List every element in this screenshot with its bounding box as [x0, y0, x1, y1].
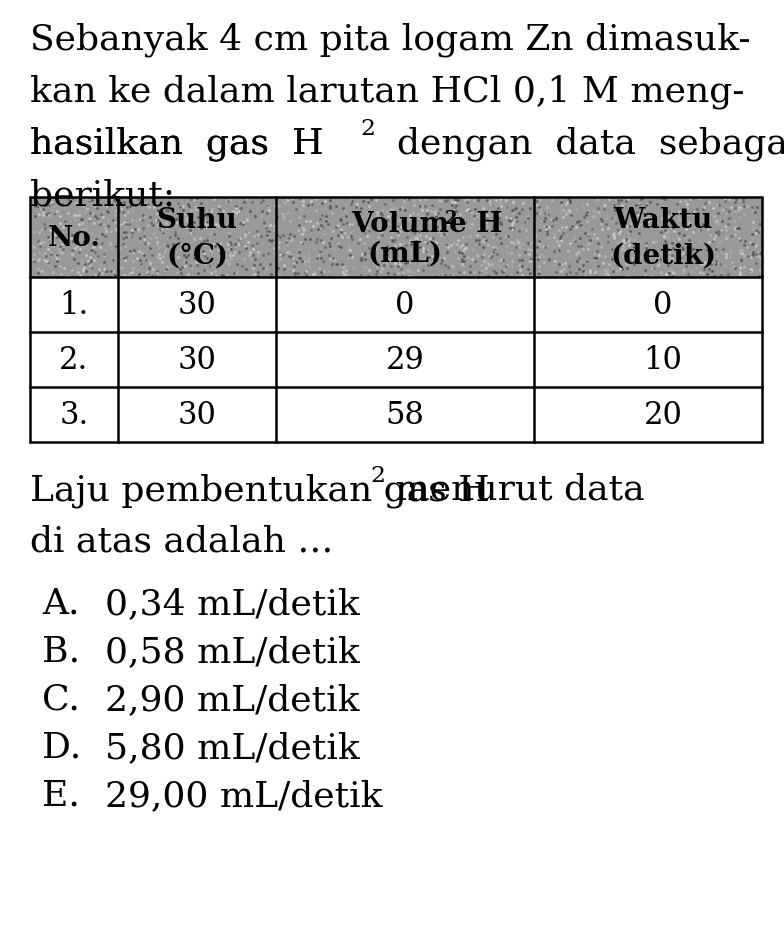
Text: (mL): (mL) [368, 240, 442, 267]
Text: 0: 0 [653, 290, 673, 321]
Text: hasilkan  gas  H: hasilkan gas H [30, 126, 324, 161]
Text: 1.: 1. [60, 290, 89, 321]
Text: di atas adalah …: di atas adalah … [30, 524, 333, 559]
Text: 29,00 mL/detik: 29,00 mL/detik [105, 779, 383, 812]
Text: 29: 29 [386, 344, 424, 376]
Text: 30: 30 [177, 400, 216, 431]
Text: 2.: 2. [60, 344, 89, 376]
Text: Suhu
(°C): Suhu (°C) [157, 207, 238, 269]
Text: 5,80 mL/detik: 5,80 mL/detik [105, 730, 360, 764]
Text: 58: 58 [386, 400, 424, 431]
Text: E.: E. [42, 779, 80, 812]
Bar [30, 198, 762, 277]
Text: kan ke dalam larutan HCl 0,1 M meng-: kan ke dalam larutan HCl 0,1 M meng- [30, 74, 745, 109]
Text: hasilkan  gas  H: hasilkan gas H [30, 126, 324, 161]
Bar [30, 277, 762, 332]
Text: Waktu
(detik): Waktu (detik) [610, 207, 716, 269]
Text: Sebanyak 4 cm pita logam Zn dimasuk-: Sebanyak 4 cm pita logam Zn dimasuk- [30, 22, 750, 57]
Text: A.: A. [42, 586, 79, 620]
Text: 0: 0 [395, 290, 415, 321]
Bar [30, 388, 762, 443]
Text: 3.: 3. [60, 400, 89, 431]
Bar [30, 198, 762, 443]
Text: menurut data: menurut data [384, 472, 645, 507]
Text: No.: No. [48, 225, 100, 251]
Text: 2,90 mL/detik: 2,90 mL/detik [105, 682, 360, 716]
Text: D.: D. [42, 730, 82, 764]
Text: 30: 30 [177, 344, 216, 376]
Text: berikut:: berikut: [30, 178, 175, 212]
Text: Volume H: Volume H [351, 211, 503, 238]
Text: 10: 10 [644, 344, 682, 376]
Text: dengan  data  sebagai: dengan data sebagai [374, 126, 784, 161]
Text: B.: B. [42, 635, 80, 668]
Text: 2: 2 [445, 210, 458, 227]
Bar [30, 332, 762, 388]
Text: 30: 30 [177, 290, 216, 321]
Text: 20: 20 [644, 400, 682, 431]
Text: Laju pembentukan gas H: Laju pembentukan gas H [30, 472, 490, 507]
Text: 2: 2 [370, 465, 385, 486]
Text: 0,34 mL/detik: 0,34 mL/detik [105, 586, 360, 620]
Text: 2: 2 [360, 118, 375, 140]
Text: 0,58 mL/detik: 0,58 mL/detik [105, 635, 360, 668]
Text: C.: C. [42, 682, 80, 716]
